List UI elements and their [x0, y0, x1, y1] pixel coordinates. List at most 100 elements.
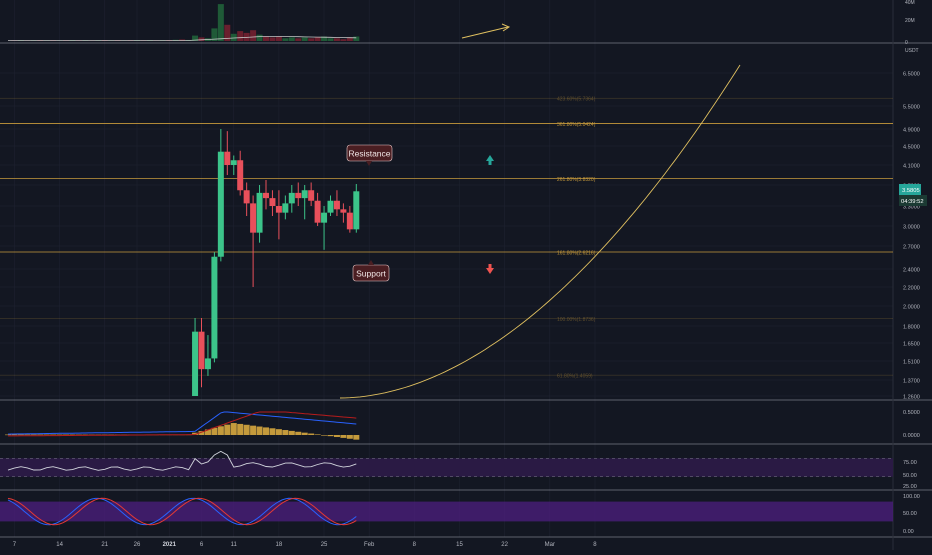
candle-body [353, 191, 359, 229]
price-axis-label: 2.7000 [903, 245, 920, 251]
candle-body [218, 152, 224, 257]
candle-body [276, 206, 282, 213]
macd-histogram-bar [18, 435, 24, 436]
volume-bar [328, 38, 334, 41]
time-axis-label: 18 [276, 542, 283, 548]
time-axis-label: 21 [101, 542, 108, 548]
macd-histogram-bar [257, 427, 263, 435]
fib-level-label: 161.80%(2.6216) [557, 251, 596, 257]
candle-body [199, 332, 205, 369]
fib-level-label: 100.00%(1.8736) [557, 317, 596, 323]
quote-unit-label: USDT [905, 48, 919, 54]
countdown-label: 04:39:52 [901, 199, 924, 205]
candle-body [315, 201, 321, 223]
candle-body [289, 193, 295, 204]
candle-body [231, 160, 237, 165]
volume-bar [340, 39, 346, 41]
volume-bar [302, 37, 308, 41]
volume-bar [295, 38, 301, 41]
time-axis-label: 26 [134, 542, 141, 548]
candle-body [211, 257, 217, 359]
macd-histogram-bar [269, 428, 275, 435]
volume-axis-label: 20M [905, 18, 915, 24]
time-axis-label: Feb [364, 542, 375, 548]
macd-histogram-bar [50, 435, 56, 436]
macd-axis-label: 0.5000 [903, 410, 920, 416]
rsi-axis-label: 75.00 [903, 460, 917, 466]
time-axis-label: 2021 [163, 542, 177, 548]
price-axis-label: 2.0000 [903, 305, 920, 311]
price-axis-label: 1.8000 [903, 325, 920, 331]
macd-histogram-bar [302, 433, 308, 435]
stoch-axis-label: 100.00 [903, 494, 920, 500]
macd-histogram-bar [340, 435, 346, 438]
stoch-rsi-pane [0, 498, 893, 524]
candle-body [308, 190, 314, 201]
rsi-axis-label: 25.00 [903, 484, 917, 490]
rsi-band [0, 458, 893, 477]
macd-histogram-bar [328, 435, 334, 436]
volume-bar [250, 30, 256, 41]
stoch-axis-label: 0.00 [903, 529, 914, 535]
macd-histogram-bar [315, 434, 321, 435]
candle-body [205, 358, 211, 369]
volume-bar [263, 37, 269, 42]
time-axis-label: 15 [456, 542, 463, 548]
fib-level-label: 361.80%(5.0424) [557, 122, 596, 128]
volume-bar [218, 4, 224, 41]
candle-body [334, 201, 340, 210]
price-axis-label: 4.5000 [903, 145, 920, 151]
macd-histogram-bar [5, 435, 11, 436]
volume-bar [237, 31, 243, 41]
price-axis-label: 2.4000 [903, 268, 920, 274]
candle-body [257, 193, 263, 233]
time-axis-label: 14 [56, 542, 63, 548]
price-axis-label: 1.6500 [903, 342, 920, 348]
macd-histogram-bar [276, 429, 282, 435]
volume-bar [276, 37, 282, 42]
macd-histogram-bar [24, 435, 30, 436]
volume-bar [282, 38, 288, 41]
macd-histogram-bar [11, 435, 17, 436]
time-axis-label: Mar [545, 542, 555, 548]
macd-axis-label: 0.0000 [903, 433, 920, 439]
time-axis-label: 11 [231, 542, 238, 548]
candle-body [224, 152, 230, 165]
macd-histogram-bar [237, 424, 243, 435]
candle-body [244, 190, 250, 203]
candle-body [282, 203, 288, 212]
price-axis-label: 5.5000 [903, 105, 920, 111]
volume-bar [353, 37, 359, 42]
macd-histogram-bar [218, 426, 224, 435]
candle-body [340, 209, 346, 212]
price-axis-label: 2.2000 [903, 286, 920, 292]
macd-histogram-bar [231, 423, 237, 435]
price-axis-label: 6.5000 [903, 72, 920, 78]
volume-bar [269, 37, 275, 41]
volume-bar [315, 37, 321, 41]
macd-histogram-bar [44, 435, 50, 436]
candle-body [250, 203, 256, 232]
macd-histogram-bar [211, 428, 217, 435]
macd-histogram-bar [31, 435, 37, 436]
volume-bar [289, 37, 295, 41]
volume-bar [334, 38, 340, 41]
time-axis-label: 22 [501, 542, 508, 548]
candle-body [237, 160, 243, 190]
candle-body [263, 193, 269, 198]
macd-histogram-bar [224, 425, 230, 435]
volume-bar [199, 37, 205, 41]
volume-bar [308, 38, 314, 41]
price-axis-label: 1.2600 [903, 395, 920, 401]
price-axis-label: 1.5100 [903, 360, 920, 366]
candle-body [328, 201, 334, 213]
time-axis-label: 25 [321, 542, 328, 548]
macd-histogram-bar [295, 432, 301, 435]
macd-histogram-bar [308, 434, 314, 435]
price-axis-label: 4.9000 [903, 128, 920, 134]
macd-histogram-bar [282, 430, 288, 435]
macd-histogram-bar [250, 426, 256, 435]
candle-body [321, 213, 327, 223]
